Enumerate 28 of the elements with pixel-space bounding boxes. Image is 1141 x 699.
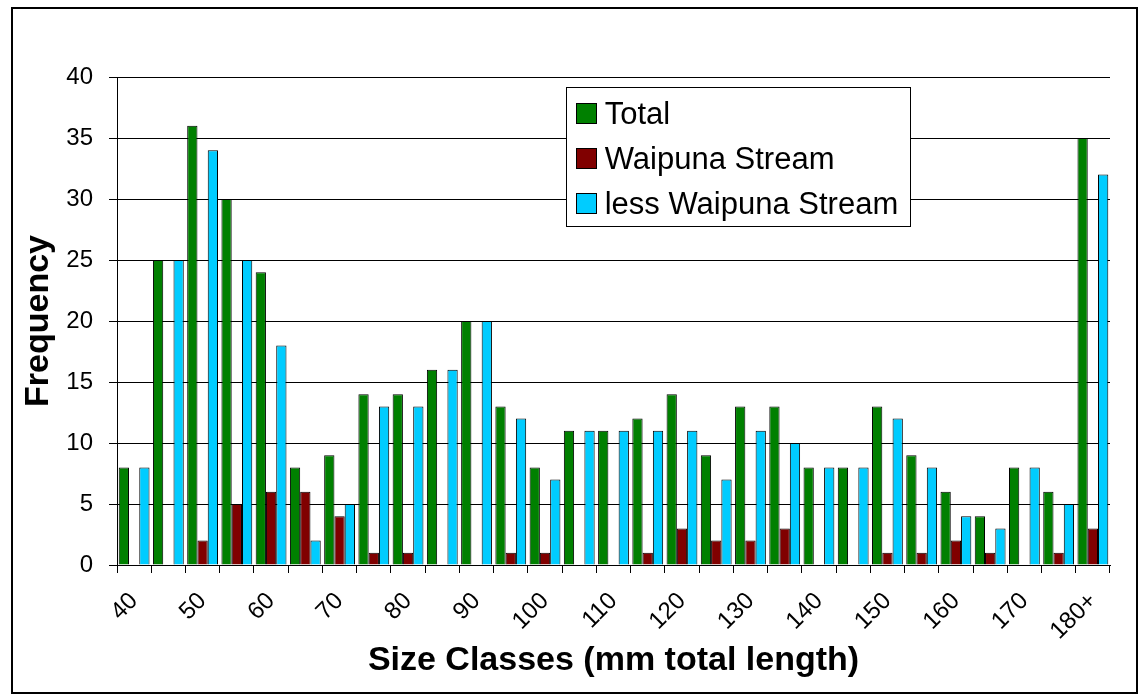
- y-tick-label: 20: [66, 305, 93, 333]
- legend-label: less Waipuna Stream: [604, 185, 899, 222]
- x-tick-label: 170: [985, 586, 1033, 634]
- y-tick-label: 0: [79, 549, 93, 577]
- y-tick-label: 5: [79, 488, 93, 516]
- x-tick-label: 140: [779, 586, 828, 634]
- y-tick-label: 10: [66, 427, 93, 455]
- legend-label: Total: [604, 95, 671, 132]
- y-tick-label: 30: [66, 183, 93, 211]
- y-axis-title: Frequency: [16, 234, 55, 407]
- y-tick-label: 35: [66, 122, 93, 150]
- x-tick-label: 100: [505, 586, 554, 634]
- x-tick-label: 120: [642, 586, 691, 634]
- y-tick-label: 40: [66, 61, 93, 89]
- x-axis-title: Size Classes (mm total length): [367, 639, 860, 678]
- x-tick-label: 60: [241, 586, 280, 625]
- x-tick-label: 110: [575, 586, 622, 633]
- x-tick-label: 150: [848, 586, 896, 634]
- legend-label: Waipuna Stream: [604, 140, 835, 177]
- x-tick-label: 160: [916, 586, 965, 634]
- x-tick-label: 40: [104, 586, 143, 625]
- y-tick-label: 25: [66, 244, 93, 272]
- x-tick-label: 80: [378, 586, 417, 625]
- x-tick-label: 70: [309, 586, 348, 625]
- y-tick-label: 15: [66, 366, 93, 394]
- x-tick-label: 130: [711, 586, 759, 634]
- x-tick-label: 50: [172, 586, 211, 625]
- x-tick-label: 90: [446, 586, 485, 625]
